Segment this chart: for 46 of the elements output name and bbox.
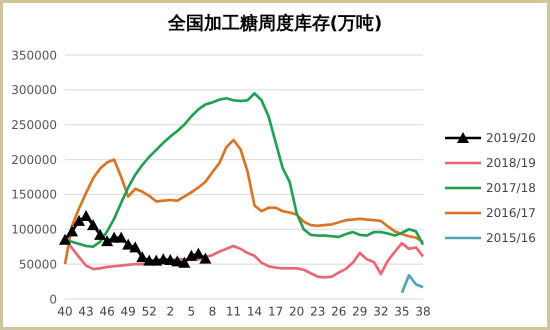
point	[66, 225, 78, 236]
x-tick-label: 46	[99, 304, 115, 319]
x-tick-label: 38	[415, 304, 431, 319]
point	[80, 210, 92, 222]
point	[115, 232, 128, 243]
x-tick-label: 11	[226, 304, 242, 319]
x-tick-label: 20	[289, 304, 304, 319]
x-tick-label: 23	[310, 304, 326, 319]
y-tick-label: 300000	[11, 83, 57, 98]
y-tick-label: 350000	[11, 48, 57, 62]
x-tick-label: 29	[352, 304, 368, 319]
point	[178, 256, 190, 268]
x-tick-label: 5	[188, 304, 196, 319]
chart-title: 全国加工糖周度库存(万吨)	[166, 12, 384, 35]
point	[87, 219, 100, 230]
x-tick-label: 2	[166, 304, 174, 319]
point	[59, 234, 71, 245]
legend-label: 2019/20	[486, 131, 536, 145]
y-tick-label: 200000	[11, 152, 57, 167]
x-tick-label: 43	[78, 304, 94, 319]
legend-label: 2018/19	[486, 156, 536, 170]
legend-label: 2015/16	[486, 231, 536, 245]
y-tick-label: 250000	[11, 118, 57, 132]
x-tick-label: 40	[57, 304, 73, 319]
y-tick-label: 100000	[11, 222, 57, 237]
point	[199, 252, 212, 264]
point	[185, 250, 198, 261]
line-series	[64, 138, 424, 266]
x-tick-label: 14	[246, 304, 262, 319]
x-tick-label: 26	[331, 304, 346, 319]
legend-label: 2016/17	[486, 206, 536, 220]
x-tick-label: 17	[268, 304, 284, 319]
x-tick-label: 8	[208, 304, 216, 319]
y-tick-label: 150000	[11, 188, 57, 202]
point	[73, 214, 86, 226]
line-series	[400, 274, 424, 294]
point	[101, 235, 114, 246]
point	[129, 241, 142, 252]
y-tick-label: 50000	[18, 257, 57, 272]
x-tick-label: 49	[120, 304, 136, 319]
x-tick-label: 35	[394, 304, 410, 319]
y-tick-label: 0	[49, 292, 57, 306]
x-tick-label: 32	[373, 304, 389, 319]
legend-label: 2017/18	[486, 181, 536, 195]
point	[94, 228, 106, 240]
x-tick-label: 52	[142, 304, 157, 319]
